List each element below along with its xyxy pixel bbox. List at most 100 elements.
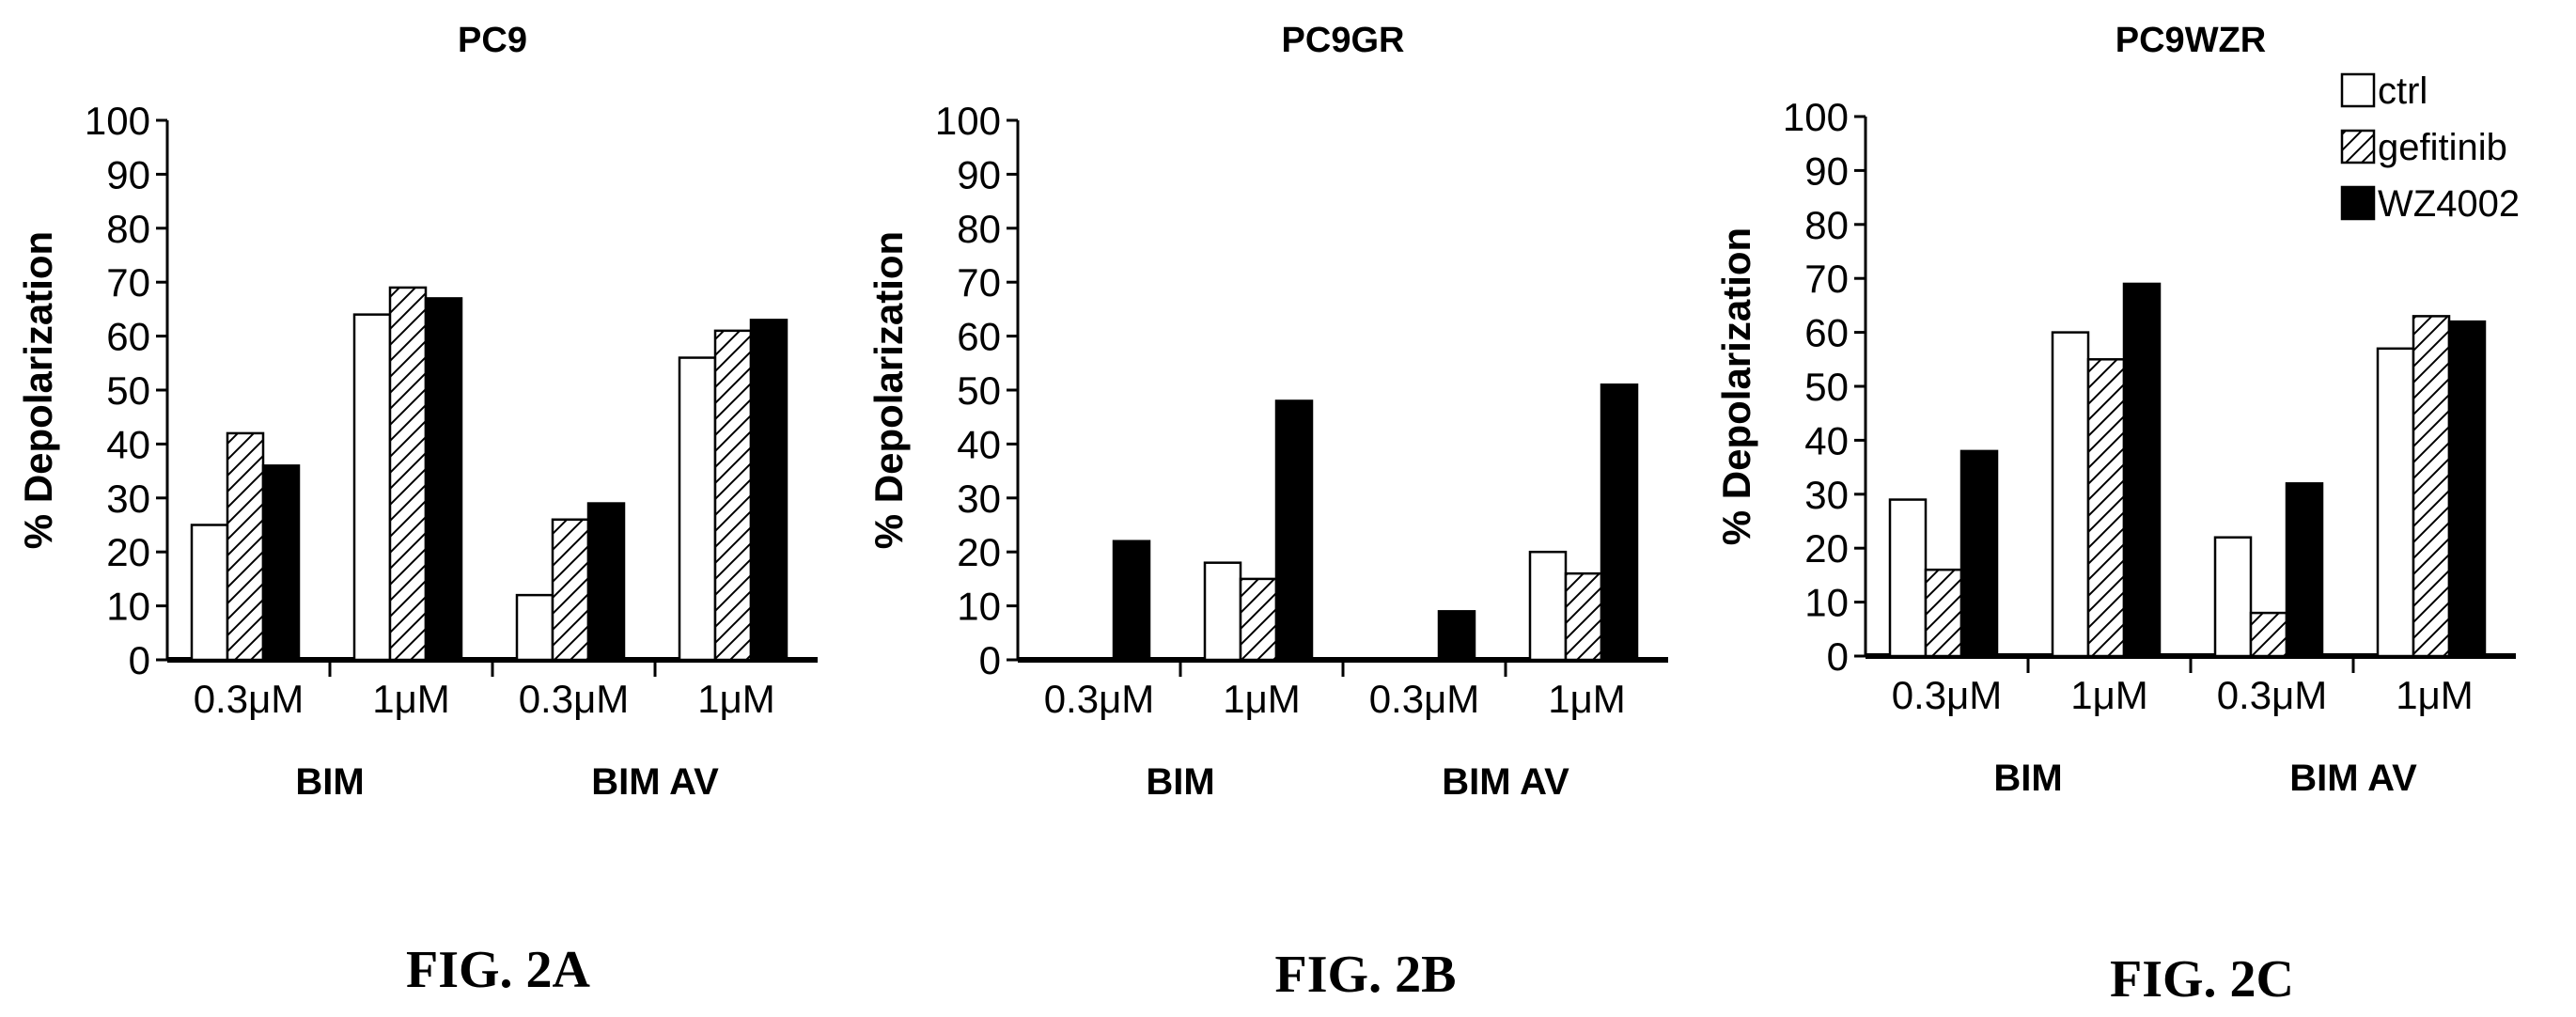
y-tick-label: 60 [106, 315, 150, 359]
y-tick-label: 40 [1804, 418, 1849, 462]
y-tick-label: 100 [1783, 95, 1849, 139]
y-tick-label: 10 [1804, 581, 1849, 625]
y-tick-label: 40 [957, 422, 1001, 466]
figure-caption: FIG. 2A [406, 941, 591, 999]
y-tick-label: 10 [106, 585, 150, 629]
x-group-label: BIM AV [1442, 761, 1569, 803]
y-axis-label: % Depolarization [1714, 227, 1758, 545]
y-tick-label: 80 [957, 207, 1001, 251]
y-tick-label: 20 [957, 530, 1001, 574]
bar-gefitinib [2249, 611, 2288, 658]
y-tick-label: 30 [106, 477, 150, 521]
legend-label: ctrl [2378, 70, 2428, 112]
x-group-label: BIM [1146, 761, 1214, 803]
bar-ctrl [1888, 498, 1928, 658]
bar-ctrl [678, 356, 717, 662]
chart-panel-1: PC9 0 10 20 30 40 50 60 70 80 90 100 % Depolarizatio… [16, 21, 818, 999]
y-tick-label: 90 [957, 152, 1001, 196]
y-axis-label: % Depolarization [866, 231, 911, 549]
y-tick-label: 30 [957, 477, 1001, 521]
y-tick-label: 70 [106, 260, 150, 305]
y-tick-label: 70 [1804, 257, 1849, 301]
x-group-label: BIM AV [591, 761, 719, 803]
x-tick-label: 0.3μM [194, 677, 304, 721]
x-group-label: BIM AV [2289, 758, 2417, 799]
bar-ctrl [190, 524, 229, 662]
legend: ctrl gefitinib WZ4002 [2340, 70, 2520, 225]
bar-wz4002 [1112, 540, 1151, 662]
y-tick-label: 80 [1804, 203, 1849, 247]
x-tick-label: 1μM [1548, 677, 1626, 721]
bar-wz4002 [749, 319, 788, 662]
bar-ctrl [1203, 561, 1242, 662]
bar-wz4002 [261, 464, 301, 662]
bar-wz4002 [2122, 282, 2162, 658]
bar-gefitinib [551, 518, 590, 662]
bar-ctrl [1528, 550, 1568, 662]
y-tick-label: 10 [957, 585, 1001, 629]
x-tick-label: 1μM [697, 677, 775, 721]
bar-gefitinib [1924, 568, 1963, 658]
bar-gefitinib [2412, 315, 2451, 658]
legend-swatch-gefitinib [2340, 129, 2376, 164]
y-tick-label: 0 [1827, 634, 1849, 679]
y-tick-label: 60 [957, 315, 1001, 359]
bar-wz4002 [586, 502, 626, 662]
bar-gefitinib [1239, 577, 1278, 662]
y-tick-label: 20 [1804, 526, 1849, 571]
y-tick-label: 100 [85, 99, 150, 143]
legend-label: gefitinib [2378, 127, 2507, 168]
x-tick-label: 0.3μM [519, 677, 630, 721]
chart-title: PC9GR [1282, 21, 1405, 60]
bar-gefitinib [388, 286, 428, 662]
x-group-label: BIM [1993, 758, 2062, 799]
figure-caption: FIG. 2C [2110, 950, 2294, 1009]
x-tick-label: 1μM [2070, 673, 2148, 717]
chart-panel-3: PC9WZR 0 10 20 30 40 50 60 70 80 90 100 % Depolariza… [1714, 21, 2516, 1009]
y-tick-label: 0 [979, 638, 1001, 682]
bar-gefitinib [713, 329, 753, 662]
x-tick-label: 1μM [2396, 673, 2474, 717]
bar-wz4002 [424, 297, 463, 662]
y-tick-label: 90 [106, 152, 150, 196]
y-tick-label: 60 [1804, 311, 1849, 355]
chart-title: PC9 [458, 21, 527, 60]
y-tick-label: 100 [935, 99, 1001, 143]
y-tick-label: 50 [106, 368, 150, 413]
bar-wz4002 [1959, 449, 1999, 658]
x-tick-label: 0.3μM [1892, 673, 2003, 717]
x-tick-label: 1μM [372, 677, 450, 721]
y-tick-label: 20 [106, 530, 150, 574]
legend-swatch-ctrl [2340, 72, 2376, 108]
y-axis-label: % Depolarization [16, 231, 60, 549]
bar-wz4002 [2285, 482, 2324, 658]
bar-ctrl [2051, 331, 2090, 658]
bar-ctrl [352, 313, 392, 662]
bar-wz4002 [1600, 383, 1639, 662]
y-tick-label: 30 [1804, 473, 1849, 517]
bar-ctrl [515, 593, 554, 662]
y-tick-label: 80 [106, 207, 150, 251]
x-tick-label: 0.3μM [1369, 677, 1480, 721]
chart-title: PC9WZR [2115, 21, 2266, 60]
y-tick-label: 90 [1804, 149, 1849, 193]
bar-ctrl [2376, 347, 2415, 658]
figure-caption: FIG. 2B [1275, 946, 1457, 1004]
bar-gefitinib [1564, 571, 1603, 662]
legend-label: WZ4002 [2378, 183, 2520, 225]
x-group-label: BIM [295, 761, 364, 803]
y-tick-label: 40 [106, 422, 150, 466]
bar-gefitinib [226, 431, 265, 662]
bar-gefitinib [2086, 358, 2126, 658]
x-tick-label: 0.3μM [2217, 673, 2328, 717]
legend-swatch-wz4002 [2340, 185, 2376, 221]
y-tick-label: 50 [1804, 365, 1849, 409]
chart-panel-2: PC9GR 0 10 20 30 40 50 60 70 80 90 100 % Depolarizat… [866, 21, 1668, 1004]
x-tick-label: 1μM [1223, 677, 1301, 721]
bar-wz4002 [1274, 399, 1314, 662]
bar-ctrl [2213, 536, 2253, 658]
y-tick-label: 70 [957, 260, 1001, 305]
bar-wz4002 [1437, 610, 1476, 662]
